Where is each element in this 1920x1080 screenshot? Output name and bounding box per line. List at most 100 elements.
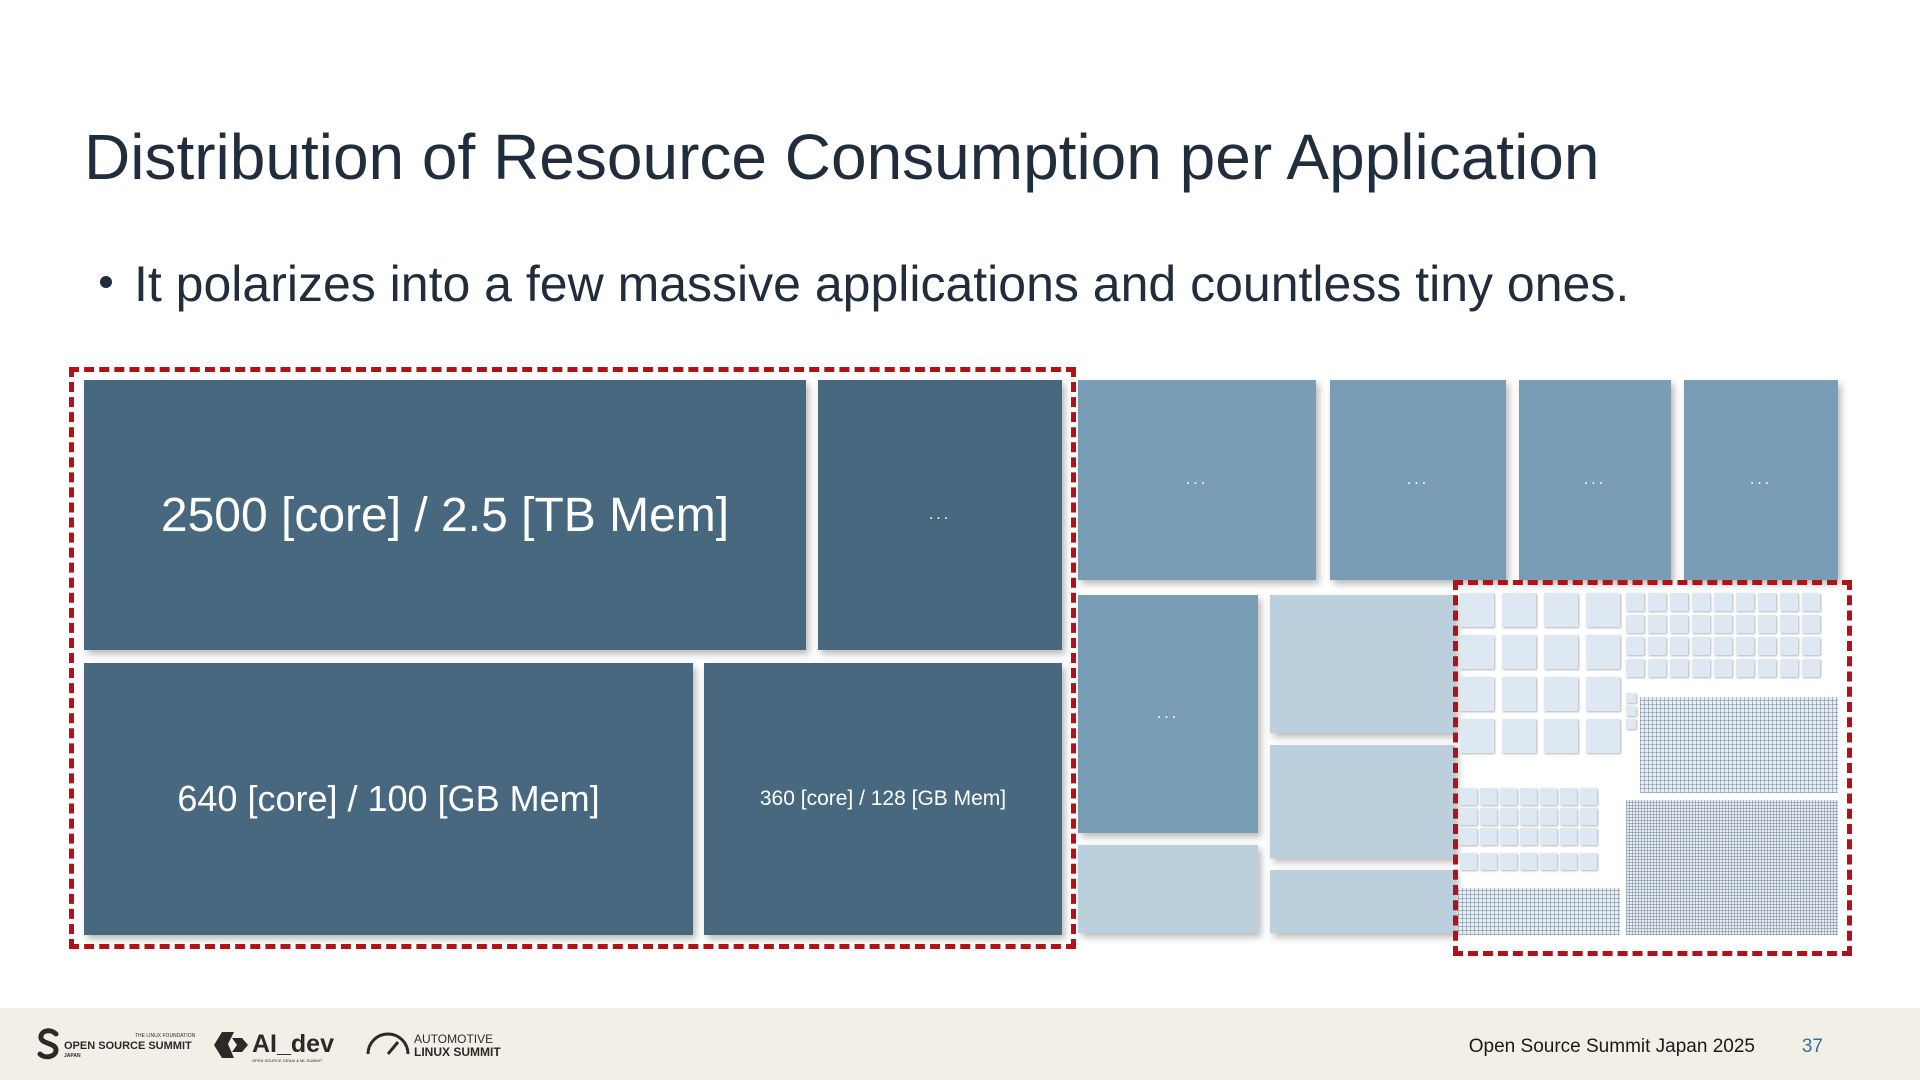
tiny-app-block: [1540, 808, 1557, 825]
tiny-app-block: [1502, 677, 1536, 711]
tiny-app-block: [1480, 828, 1497, 845]
app-block-medium-1: ...: [1078, 380, 1316, 580]
tiny-app-block: [1780, 637, 1798, 655]
tiny-app-block: [1502, 593, 1536, 627]
tiny-app-block: [1692, 659, 1710, 677]
tiny-app-block: [1758, 659, 1776, 677]
tiny-app-block: [1580, 828, 1597, 845]
app-block-medium-4: ...: [1684, 380, 1838, 580]
tiny-app-block: [1502, 719, 1536, 753]
tiny-app-block: [1670, 637, 1688, 655]
tiny-app-block: [1670, 659, 1688, 677]
tiny-app-block: [1480, 808, 1497, 825]
app-block-small: [1078, 845, 1258, 933]
tiny-app-block: [1670, 615, 1688, 633]
als-logo-line1: AUTOMOTIVE: [414, 1032, 494, 1046]
tiny-app-block: [1460, 788, 1477, 805]
app-block-medium-3: ...: [1519, 380, 1671, 580]
tiny-app-block: [1648, 615, 1666, 633]
app-block-640-core: 640 [core] / 100 [GB Mem]: [84, 663, 693, 935]
ellipsis-label: ...: [1749, 471, 1773, 488]
tiny-app-block: [1586, 677, 1620, 711]
footer-bar: [0, 1008, 1920, 1080]
tiny-app-block: [1460, 677, 1494, 711]
tiny-app-block: [1520, 788, 1537, 805]
tiny-app-block: [1670, 593, 1688, 611]
tiny-app-cluster: [1626, 800, 1838, 935]
tiny-app-block: [1500, 828, 1517, 845]
aidev-logo-sub: OPEN SOURCE GENAI & ML SUMMIT: [252, 1058, 323, 1063]
tiny-app-block: [1626, 615, 1644, 633]
tiny-app-block: [1460, 828, 1477, 845]
tiny-app-block: [1802, 593, 1820, 611]
als-logo-line2: LINUX SUMMIT: [414, 1045, 501, 1059]
tiny-app-block: [1544, 635, 1578, 669]
tiny-app-block: [1714, 659, 1732, 677]
tiny-app-block: [1460, 635, 1494, 669]
app-block-2500-core: 2500 [core] / 2.5 [TB Mem]: [84, 380, 806, 650]
tiny-app-block: [1758, 593, 1776, 611]
ellipsis-label: ...: [928, 506, 952, 523]
aidev-logo-text: AI_dev: [252, 1030, 334, 1058]
tiny-app-block: [1520, 853, 1537, 870]
tiny-app-block: [1540, 828, 1557, 845]
app-block-small: [1270, 870, 1455, 933]
tiny-app-block: [1648, 593, 1666, 611]
tiny-app-block: [1580, 788, 1597, 805]
tiny-app-block: [1736, 637, 1754, 655]
tiny-app-block: [1500, 808, 1517, 825]
tiny-app-block: [1540, 853, 1557, 870]
tiny-app-block: [1758, 615, 1776, 633]
tiny-app-block: [1626, 693, 1636, 703]
slide-title: Distribution of Resource Consumption per…: [84, 121, 1600, 193]
tiny-app-block: [1580, 853, 1597, 870]
ellipsis-label: ...: [1583, 471, 1607, 488]
ellipsis-label: ...: [1156, 705, 1180, 722]
bullet-icon: [100, 275, 112, 288]
app-block-large-2: ...: [818, 380, 1062, 650]
tiny-app-block: [1626, 706, 1636, 716]
tiny-app-block: [1586, 719, 1620, 753]
oss-logo-icon: [37, 1028, 59, 1060]
tiny-app-block: [1780, 659, 1798, 677]
oss-logo-top: THE LINUX FOUNDATION: [135, 1033, 196, 1039]
oss-logo-sub: JAPAN: [64, 1053, 81, 1059]
tiny-app-block: [1544, 593, 1578, 627]
tiny-app-block: [1758, 637, 1776, 655]
page-number: 37: [1801, 1036, 1823, 1057]
tiny-app-block: [1460, 808, 1477, 825]
tiny-app-block: [1692, 593, 1710, 611]
tiny-app-block: [1692, 615, 1710, 633]
tiny-app-block: [1586, 593, 1620, 627]
tiny-app-block: [1560, 853, 1577, 870]
tiny-app-block: [1780, 615, 1798, 633]
tiny-app-block: [1544, 719, 1578, 753]
app-label: 640 [core] / 100 [GB Mem]: [177, 778, 600, 819]
tiny-app-block: [1802, 637, 1820, 655]
tiny-app-cluster: [1458, 888, 1620, 935]
app-block-small: [1270, 595, 1455, 733]
tiny-app-block: [1480, 853, 1497, 870]
app-label: 360 [core] / 128 [GB Mem]: [759, 787, 1007, 810]
bullet-point: It polarizes into a few massive applicat…: [100, 255, 1629, 313]
tiny-app-block: [1692, 637, 1710, 655]
tiny-app-block: [1802, 615, 1820, 633]
app-block-small: [1270, 745, 1455, 858]
tiny-app-block: [1560, 788, 1577, 805]
ellipsis-label: ...: [1406, 471, 1430, 488]
tiny-app-block: [1648, 659, 1666, 677]
tiny-app-block: [1560, 808, 1577, 825]
tiny-app-block: [1802, 659, 1820, 677]
tiny-app-block: [1736, 593, 1754, 611]
tiny-app-block: [1560, 828, 1577, 845]
ellipsis-label: ...: [1185, 471, 1209, 488]
tiny-app-cluster: [1640, 697, 1838, 793]
tiny-app-block: [1714, 637, 1732, 655]
tiny-app-block: [1626, 719, 1636, 729]
tiny-app-block: [1500, 853, 1517, 870]
tiny-app-block: [1460, 593, 1494, 627]
tiny-app-block: [1736, 659, 1754, 677]
speedometer-icon: [366, 1032, 410, 1055]
footer-event-name: Open Source Summit Japan 2025: [1468, 1036, 1755, 1057]
app-label: 2500 [core] / 2.5 [TB Mem]: [160, 488, 730, 542]
